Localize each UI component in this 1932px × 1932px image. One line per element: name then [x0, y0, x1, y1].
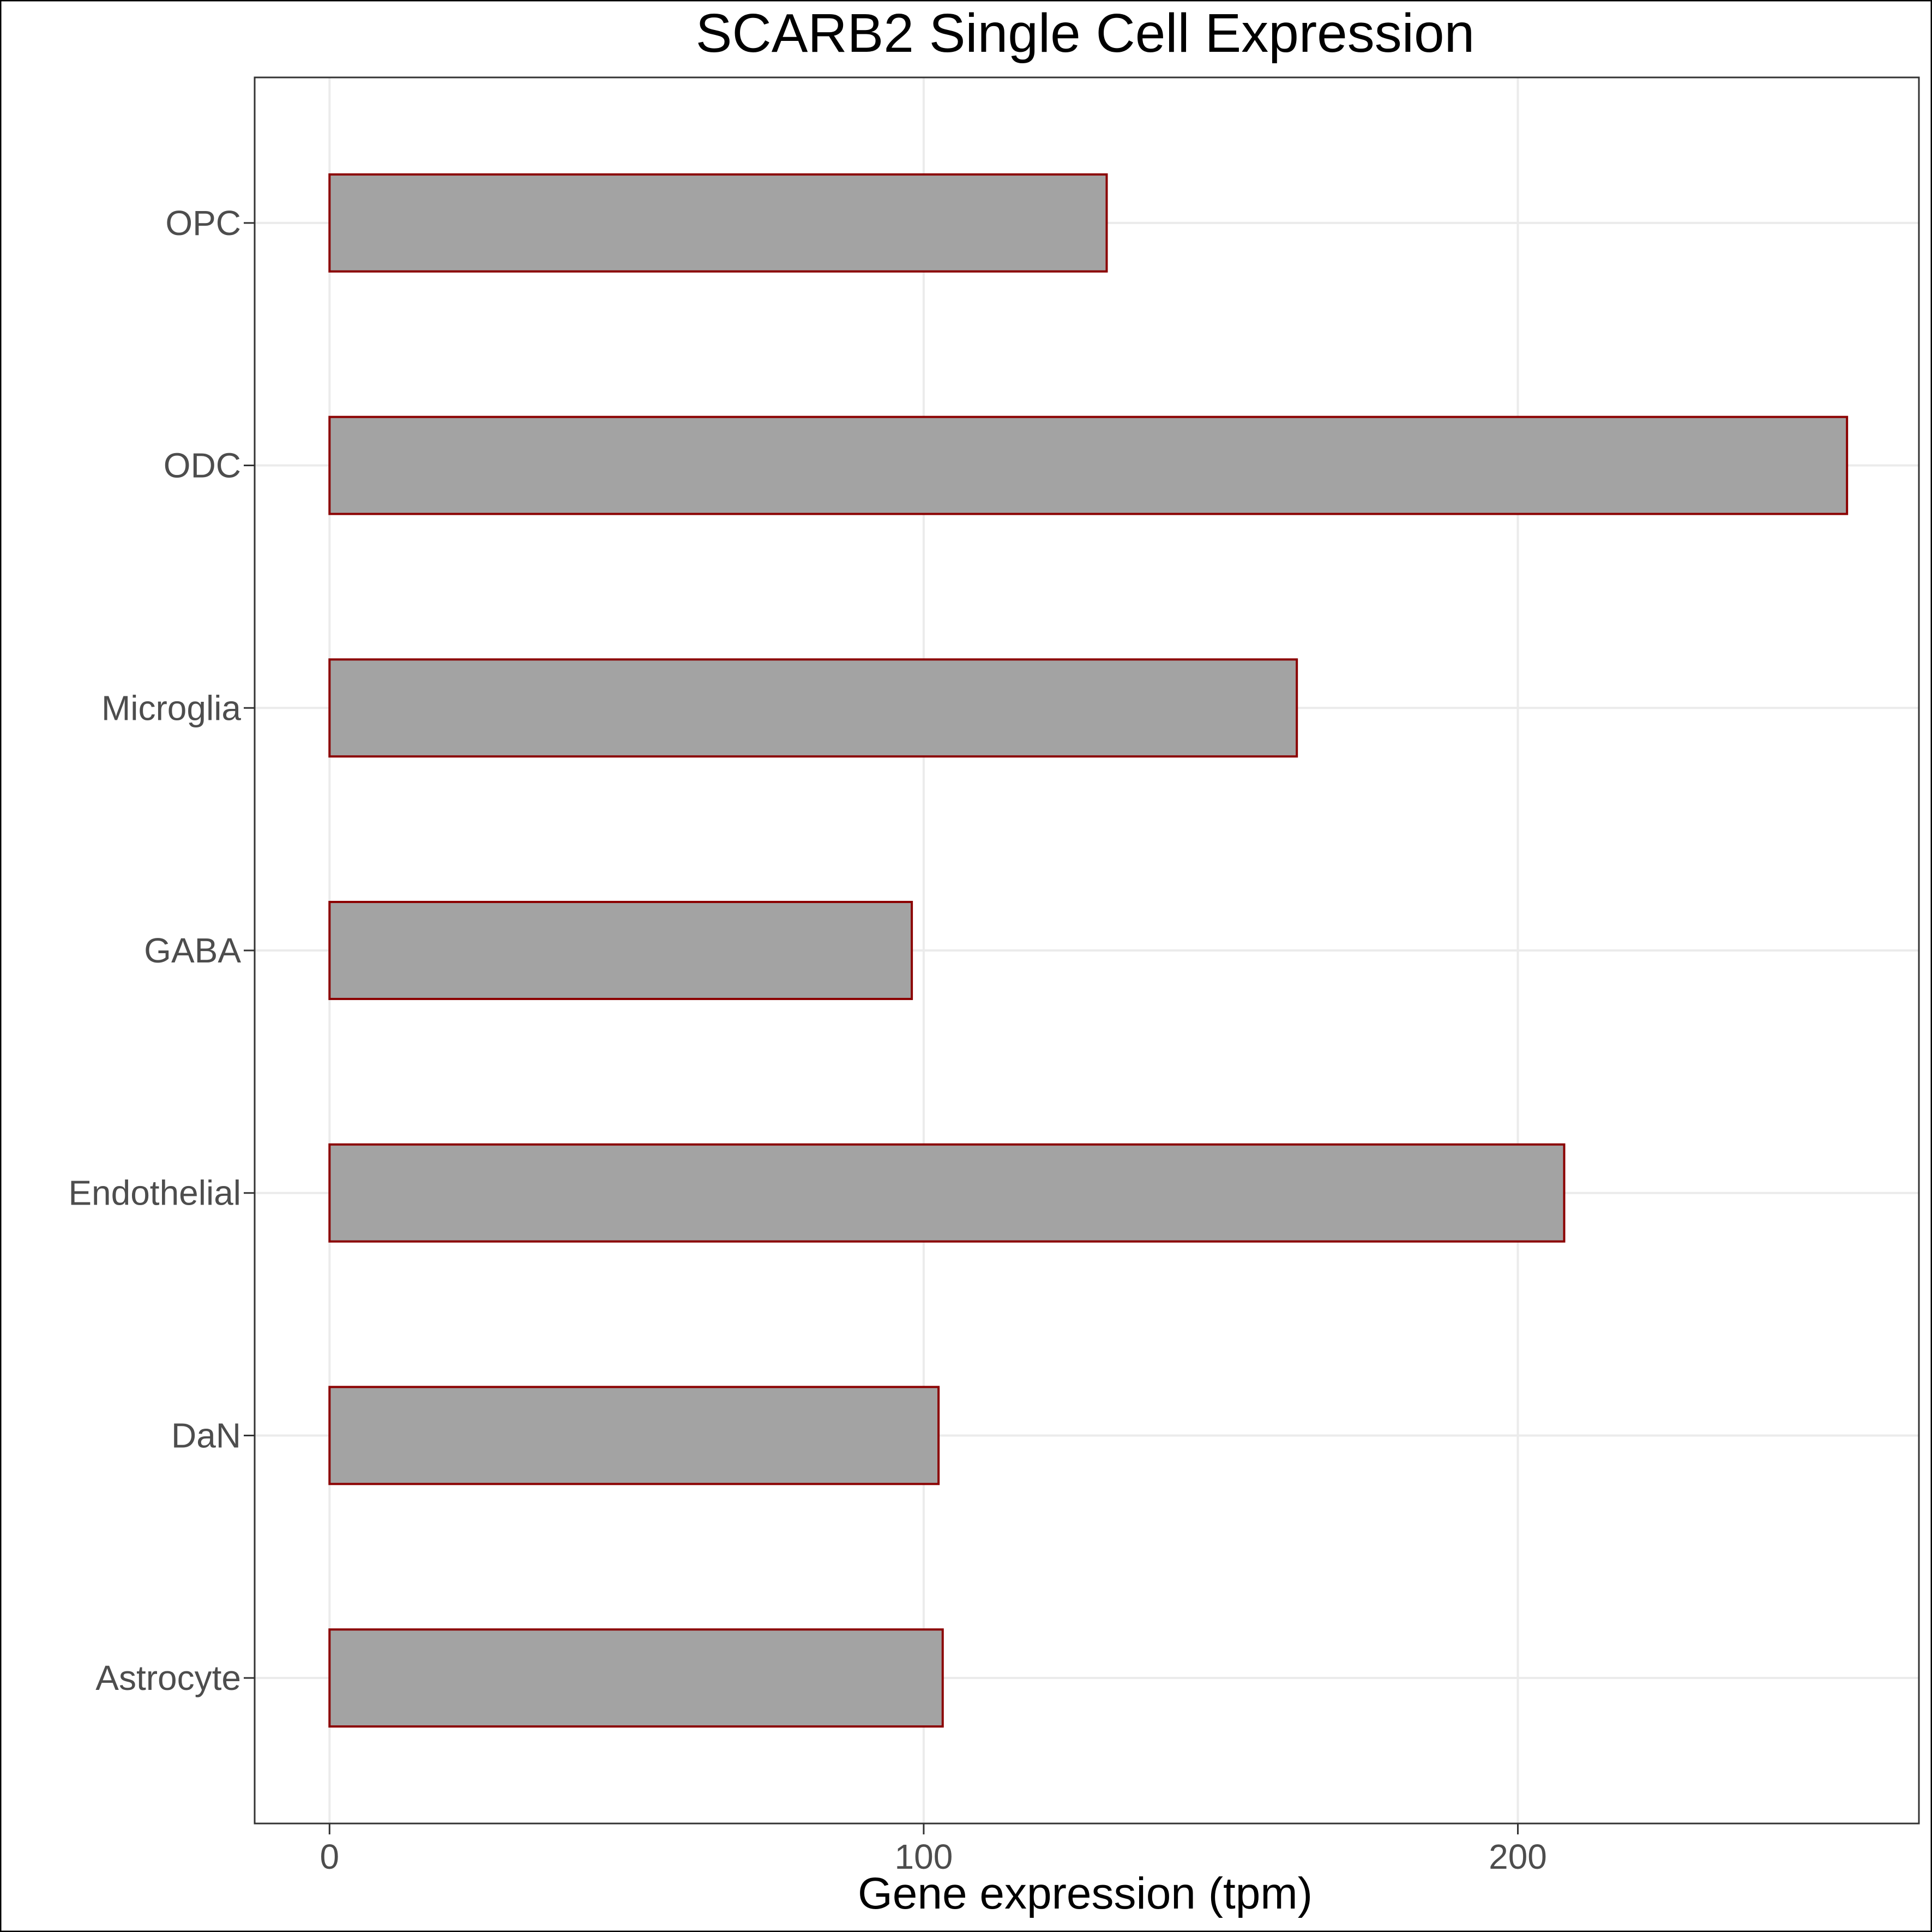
y-axis: Astrocyte DaN Endothelial GABA Microglia ODC O… [68, 203, 255, 1698]
y-tick-label: Astrocyte [95, 1658, 241, 1698]
y-tick-label: ODC [164, 446, 241, 485]
x-tick-label: 200 [1489, 1837, 1547, 1876]
bar-astrocyte [328, 1628, 944, 1728]
y-tick-label: DaN [171, 1416, 241, 1455]
x-tick-label: 0 [320, 1837, 339, 1876]
bar-opc [328, 173, 1108, 273]
bar-odc [328, 416, 1849, 515]
y-tick-label: Microglia [101, 688, 241, 727]
x-axis-title: Gene expression (tpm) [858, 1869, 1313, 1918]
x-axis: 0 100 200 [320, 1823, 1547, 1876]
y-tick-label: Endothelial [68, 1173, 241, 1213]
chart-title: SCARB2 Single Cell Expression [696, 3, 1474, 64]
bars [328, 173, 1849, 1728]
bar-endothelial [328, 1143, 1566, 1243]
y-tick-label: GABA [144, 931, 241, 970]
bar-microglia [328, 658, 1298, 758]
y-tick-label: OPC [165, 203, 241, 243]
bar-gaba [328, 901, 913, 1000]
x-tick-label: 100 [895, 1837, 953, 1876]
bar-dan [328, 1386, 940, 1485]
